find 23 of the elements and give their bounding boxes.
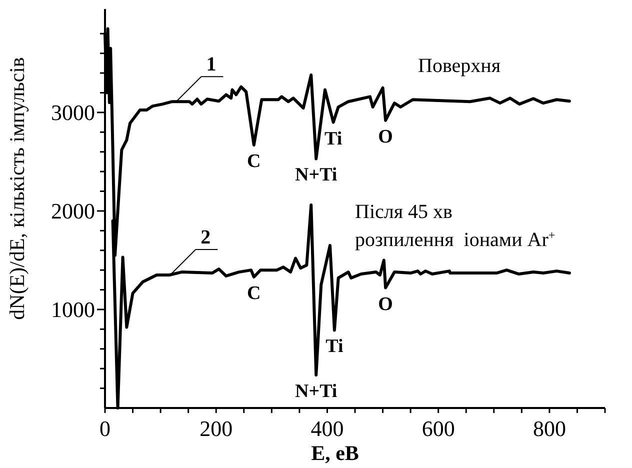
annotation: Після 45 хв	[355, 201, 452, 223]
annotation: Поверхня	[418, 55, 501, 77]
annotation: O	[378, 126, 393, 148]
annotation: 2	[200, 226, 211, 248]
y-tick-label: 2000	[51, 198, 95, 224]
annotation: N+Ti	[295, 164, 338, 186]
x-tick-label: 800	[532, 416, 566, 441]
x-tick-label: 400	[310, 416, 344, 441]
annotation: 1	[206, 54, 216, 76]
y-axis-title: dN(E)/dE, кількість імпульсів	[5, 57, 29, 320]
y-tick-label: 3000	[51, 100, 95, 126]
x-tick-label: 0	[100, 416, 110, 441]
annotation: розпилення іонами Ar$^{+}$	[355, 228, 556, 251]
annotation: N+Ti	[295, 380, 338, 402]
y-tick-label: 1000	[51, 297, 95, 322]
x-tick-label: 200	[200, 416, 233, 441]
x-tick-label: 600	[422, 416, 455, 441]
annotation: C	[247, 282, 261, 304]
annotation: Ti	[324, 128, 342, 150]
annotation: O	[378, 294, 393, 315]
annotation: Ti	[326, 336, 344, 358]
x-axis-title: E, еВ	[311, 441, 359, 465]
annotation: C	[247, 150, 261, 172]
